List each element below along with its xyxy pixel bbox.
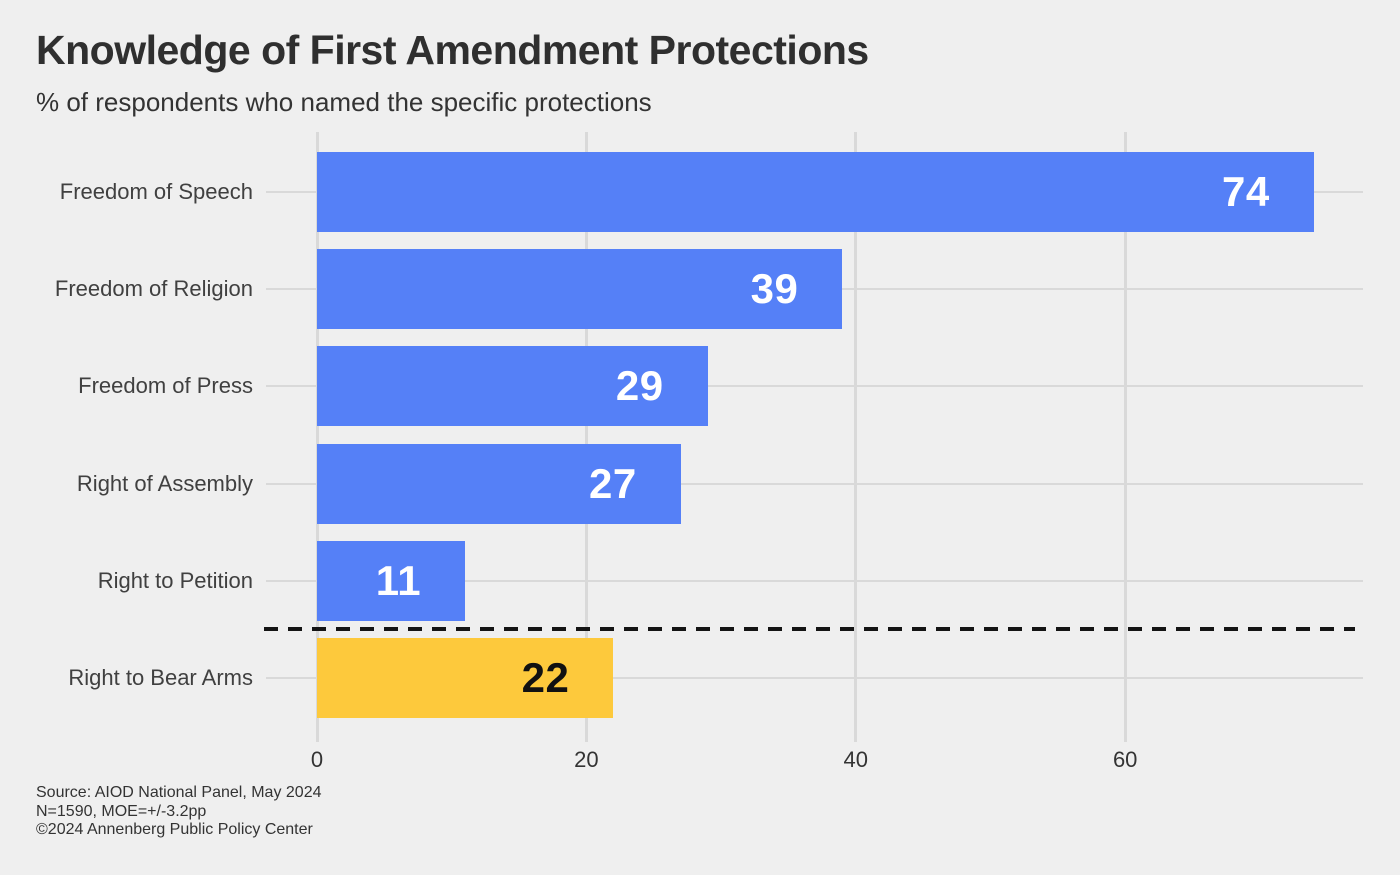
source-line-3: ©2024 Annenberg Public Policy Center xyxy=(36,821,313,838)
row-guide-line xyxy=(266,385,1363,388)
row-guide-line xyxy=(266,579,1363,582)
dashed-separator-line xyxy=(264,627,1355,632)
x-tick-label-0: 0 xyxy=(310,747,324,772)
x-tick-label-40: 40 xyxy=(843,747,869,772)
category-label: Freedom of Press xyxy=(78,373,253,399)
row-guide-line xyxy=(266,677,1363,679)
source-line-2: N=1590, MOE=+/-3.2pp xyxy=(36,802,207,820)
category-label: Right to Petition xyxy=(97,567,253,593)
category-label: Freedom of Religion xyxy=(54,276,253,302)
source-line-1: Source: AIOD National Panel, May 2024 xyxy=(36,784,322,801)
bar-freedom-of-religion: 39 xyxy=(317,249,843,330)
gridline-x-20 xyxy=(584,132,588,742)
category-label: Right to Bear Arms xyxy=(68,665,253,690)
value-label: 22 xyxy=(521,654,570,701)
x-tick-label-60: 60 xyxy=(1112,747,1138,772)
bar-right-to-bear-arms: 22 xyxy=(317,638,614,718)
bar-right-of-assembly: 27 xyxy=(317,443,681,524)
chart-subtitle: % of respondents who named the specific … xyxy=(36,87,652,117)
gridline-x-0 xyxy=(315,132,319,742)
bar-freedom-of-speech: 74 xyxy=(317,152,1314,232)
value-label: 39 xyxy=(750,265,799,313)
row-guide-line xyxy=(266,482,1363,485)
bar-freedom-of-press: 29 xyxy=(317,346,708,427)
category-label: Freedom of Speech xyxy=(59,179,253,204)
value-label: 74 xyxy=(1222,168,1270,215)
bar-right-to-petition: 11 xyxy=(317,540,466,621)
chart-title: Knowledge of First Amendment Protections xyxy=(36,27,869,73)
value-label: 29 xyxy=(615,362,664,410)
gridline-x-60 xyxy=(1123,132,1127,742)
x-tick-label-20: 20 xyxy=(574,747,599,772)
source-note: Source: AIOD National Panel, May 2024 N=… xyxy=(36,784,322,840)
category-label: Right of Assembly xyxy=(76,470,253,496)
value-label: 27 xyxy=(588,459,637,507)
value-label: 11 xyxy=(375,556,422,604)
gridline-x-40 xyxy=(854,132,858,742)
